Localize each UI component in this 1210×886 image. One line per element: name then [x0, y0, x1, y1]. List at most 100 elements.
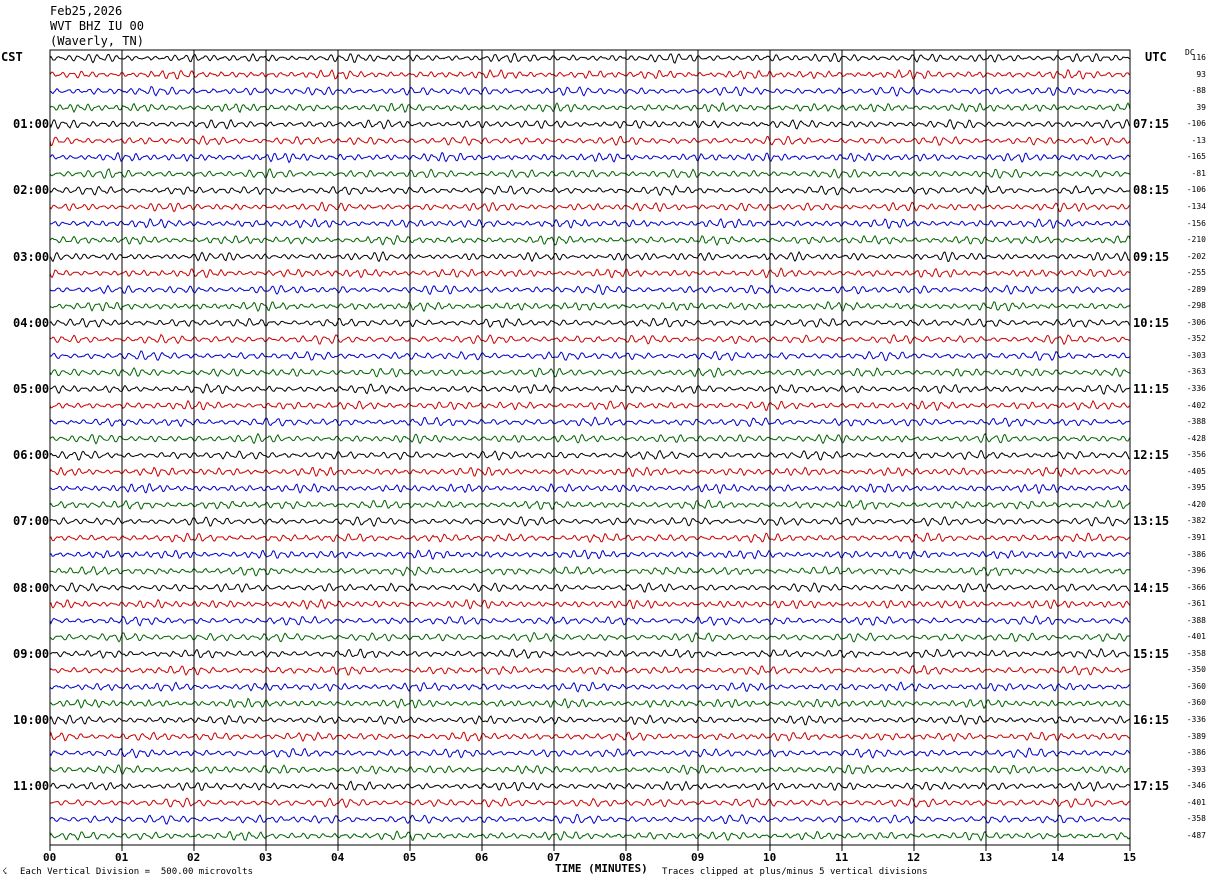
trace-row [49, 714, 1131, 726]
left-hour-label: 01:00 [13, 117, 50, 131]
x-tick-label: 01 [115, 851, 129, 864]
right-hour-label: 08:15 [1133, 183, 1170, 197]
trace-row [50, 780, 1131, 792]
trace-row [49, 118, 1131, 130]
dc-offset-label: -210 [1186, 235, 1206, 244]
x-tick-label: 15 [1123, 851, 1137, 864]
x-tick-label: 09 [691, 851, 705, 864]
dc-offset-label: -405 [1186, 467, 1206, 476]
dc-offset-label: -303 [1186, 351, 1206, 360]
dc-offset-label: 116 [1191, 53, 1206, 62]
left-timezone-title: CST [1, 50, 23, 64]
clip-note: Traces clipped at plus/minus 5 vertical … [662, 867, 928, 877]
right-hour-label: 07:15 [1133, 117, 1170, 131]
left-hour-label: 06:00 [13, 448, 50, 462]
trace-row [49, 582, 1131, 594]
right-hour-label: 11:15 [1133, 382, 1170, 396]
right-hour-label: 13:15 [1133, 514, 1170, 528]
dc-offset-label: -88 [1191, 86, 1206, 95]
trace-row [49, 218, 1131, 230]
right-hour-label: 09:15 [1133, 250, 1170, 264]
dc-offset-label: -358 [1186, 649, 1206, 658]
left-hour-label: 02:00 [13, 183, 50, 197]
dc-offset-label: -350 [1186, 665, 1206, 674]
trace-row [49, 284, 1131, 296]
left-hour-label: 03:00 [13, 250, 50, 264]
trace-row [49, 813, 1131, 825]
trace-row [49, 300, 1131, 313]
trace-row [49, 483, 1131, 495]
dc-offset-label: -336 [1186, 715, 1206, 724]
dc-offset-label: -395 [1186, 483, 1206, 492]
x-tick-label: 06 [475, 851, 489, 864]
left-hour-label: 04:00 [13, 316, 50, 330]
dc-offset-label: -396 [1186, 566, 1206, 575]
dc-offset-label: -366 [1186, 583, 1206, 592]
trace-row [49, 317, 1131, 328]
minute-grid [49, 50, 1131, 851]
dc-offset-label: -358 [1186, 814, 1206, 823]
dc-offset-label: -352 [1186, 334, 1206, 343]
trace-row [49, 516, 1131, 528]
x-tick-label: 00 [43, 851, 57, 864]
trace-row [49, 350, 1131, 362]
dc-offset-label: -13 [1191, 136, 1206, 145]
dc-offset-label: -401 [1186, 798, 1206, 807]
x-tick-label: 04 [331, 851, 345, 864]
trace-row [49, 549, 1131, 560]
dc-offset-label: -391 [1186, 533, 1206, 542]
dc-offset-label: -360 [1186, 682, 1206, 691]
right-hour-label: 14:15 [1133, 581, 1170, 595]
trace-row [49, 797, 1131, 809]
scale-note: Each Vertical Division = 500.00 microvol… [20, 867, 253, 877]
dc-offset-label: -255 [1186, 268, 1206, 277]
trace-row [49, 250, 1131, 263]
dc-offset-label: -346 [1186, 781, 1206, 790]
trace-row [49, 201, 1131, 213]
trace-row [49, 598, 1131, 610]
plot-border [49, 49, 1131, 846]
left-hour-label: 08:00 [13, 581, 50, 595]
x-tick-label: 05 [403, 851, 417, 864]
x-tick-label: 13 [979, 851, 993, 864]
dc-offset-label: 39 [1196, 103, 1206, 112]
trace-row [49, 697, 1131, 710]
trace-row [49, 234, 1131, 247]
trace-row [49, 830, 1131, 842]
dc-offset-label: -386 [1186, 748, 1206, 757]
dc-offset-label: -487 [1186, 831, 1206, 840]
left-hour-label: 05:00 [13, 382, 50, 396]
dc-offset-label: -420 [1186, 500, 1206, 509]
trace-row [49, 68, 1131, 80]
dc-offset-label: -356 [1186, 450, 1206, 459]
trace-row [49, 647, 1131, 659]
trace-row [49, 399, 1131, 412]
right-timezone-title: UTC [1145, 50, 1167, 64]
x-tick-label: 02 [187, 851, 201, 864]
dc-offset-label: -360 [1186, 698, 1206, 707]
left-hour-label: 11:00 [13, 779, 50, 793]
trace-row [49, 383, 1131, 395]
dc-offset-label: -106 [1186, 185, 1206, 194]
dc-offset-label: -401 [1186, 632, 1206, 641]
dc-offset-label: -388 [1186, 616, 1206, 625]
trace-row [49, 764, 1131, 775]
dc-offset-label: -81 [1191, 169, 1206, 178]
left-hour-label: 07:00 [13, 514, 50, 528]
right-hour-label: 10:15 [1133, 316, 1170, 330]
trace-row [49, 631, 1131, 643]
dc-offset-label: -202 [1186, 252, 1206, 261]
right-hour-label: 17:15 [1133, 779, 1170, 793]
trace-group [49, 52, 1131, 842]
trace-row [49, 267, 1131, 279]
right-hour-label: 16:15 [1133, 713, 1170, 727]
trace-row [49, 366, 1131, 378]
dc-offset-label: -289 [1186, 285, 1206, 294]
trace-row [49, 432, 1131, 445]
date-label: Feb25,2026 [50, 4, 123, 18]
trace-row [49, 151, 1131, 164]
left-hour-label: 09:00 [13, 647, 50, 661]
dc-offset-label: -363 [1186, 367, 1206, 376]
trace-row [49, 532, 1131, 544]
